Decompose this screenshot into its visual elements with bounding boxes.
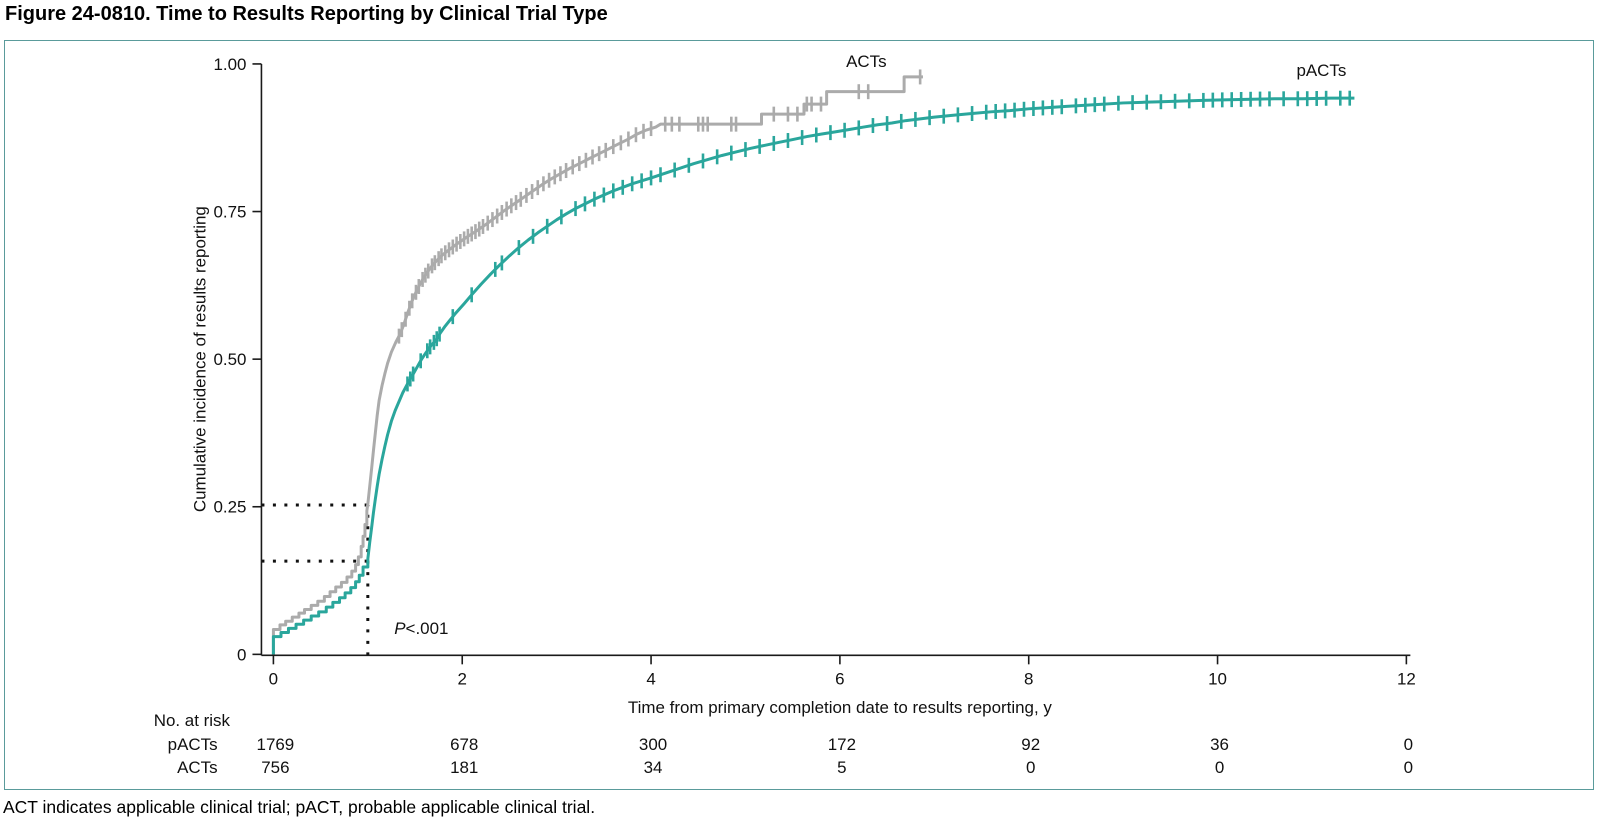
risk-row-label-acts: ACTs: [177, 758, 217, 777]
x-tick-label: 12: [1397, 669, 1416, 688]
p-value-annotation: P<.001: [394, 619, 448, 638]
risk-value-pacts-t8: 92: [1021, 735, 1040, 754]
risk-value-acts-t2: 181: [450, 758, 478, 777]
curve-acts: [271, 75, 923, 655]
risk-value-pacts-t2: 678: [450, 735, 478, 754]
risk-value-acts-t6: 5: [837, 758, 846, 777]
risk-value-acts-t4: 34: [644, 758, 663, 777]
risk-value-acts-t8: 0: [1026, 758, 1035, 777]
risk-value-pacts-t0: 1769: [257, 735, 295, 754]
risk-value-acts-t12: 0: [1404, 758, 1413, 777]
y-tick-label: 1.00: [214, 55, 247, 74]
y-tick-label: 0.50: [214, 350, 247, 369]
y-tick-label: 0: [237, 645, 246, 664]
y-tick-label: 0.75: [214, 203, 247, 222]
risk-value-pacts-t4: 300: [639, 735, 667, 754]
curve-label-pacts: pACTs: [1296, 61, 1346, 80]
x-tick-label: 8: [1024, 669, 1033, 688]
x-tick-label: 0: [269, 669, 278, 688]
footnote: ACT indicates applicable clinical trial;…: [3, 797, 596, 817]
curve-pacts: [271, 96, 1355, 655]
figure-panel: 0 0.25 0.50 0.75 1.00 0 2 4 6 8 10 12 Time from prim…: [4, 40, 1594, 790]
km-cumulative-incidence-chart: 0 0.25 0.50 0.75 1.00 0 2 4 6 8 10 12 Time from prim…: [154, 52, 1416, 777]
risk-value-pacts-t12: 0: [1404, 735, 1413, 754]
risk-value-pacts-t10: 36: [1210, 735, 1229, 754]
risk-value-pacts-t6: 172: [828, 735, 856, 754]
risk-value-acts-t10: 0: [1215, 758, 1224, 777]
x-tick-label: 6: [835, 669, 844, 688]
x-tick-label: 2: [458, 669, 467, 688]
x-tick-label: 4: [646, 669, 655, 688]
x-tick-label: 10: [1208, 669, 1227, 688]
curve-label-acts: ACTs: [846, 52, 886, 71]
x-axis-title: Time from primary completion date to res…: [628, 698, 1052, 717]
risk-table-header: No. at risk: [154, 711, 231, 730]
risk-row-label-pacts: pACTs: [168, 735, 218, 754]
y-axis-title: Cumulative incidence of results reportin…: [191, 206, 210, 512]
y-tick-label: 0.25: [214, 498, 247, 517]
risk-value-acts-t0: 756: [261, 758, 289, 777]
figure-title: Figure 24-0810. Time to Results Reportin…: [5, 3, 608, 25]
